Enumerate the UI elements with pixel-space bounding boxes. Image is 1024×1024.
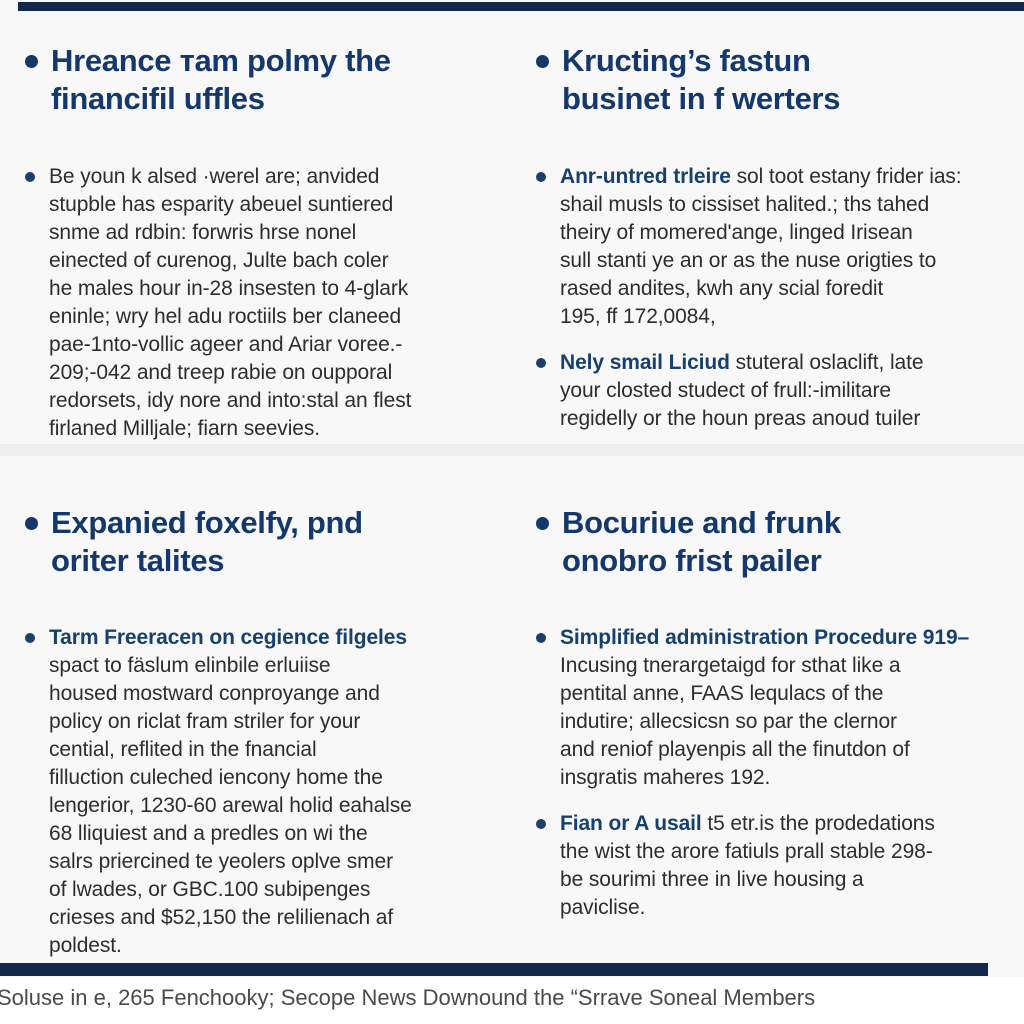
bullet-lead: Tarm Freeracen on cegience filgeles [49, 626, 407, 649]
bullet-text: Tarm Freeracen on cegience filgeles spac… [49, 624, 412, 960]
bullet-body: Be youn k alsed ·werel are; anvided stup… [49, 165, 412, 440]
top-accent-bar [18, 2, 1024, 11]
bullet-body: Incusing tnerargetaigd for sthat like a … [560, 654, 910, 789]
section-top-right: Kructing’s fastun businet in f werters A… [536, 42, 1018, 433]
bullet-icon [536, 358, 546, 368]
bullet-item: Tarm Freeracen on cegience filgeles spac… [25, 624, 503, 960]
bottom-accent-bar [0, 963, 988, 976]
bullet-icon [536, 819, 546, 829]
section-bottom-right: Bocuriue and frunk onobro frist pailer S… [536, 504, 1018, 922]
bullet-text: Fian or A usail t5 etr.is the prodedatio… [560, 810, 935, 922]
bullet-icon [536, 517, 549, 530]
section-divider [0, 444, 1024, 456]
bullet-lead: Nely smail Liciud [560, 351, 730, 374]
bullet-body: stuteral oslaclift, late your closted st… [560, 351, 924, 430]
bullet-body: t5 etr.is the prodedations the wist the … [560, 812, 935, 919]
section-bottom-left: Expanied foxelfy, pnd oriter talites Tar… [25, 504, 503, 960]
heading-row: Bocuriue and frunk onobro frist pailer [536, 504, 1018, 580]
bullet-body: spact to fäslum elinbile erluiise housed… [49, 654, 412, 957]
bullet-item: Simplified administration Procedure 919–… [536, 624, 1018, 792]
bullet-icon [536, 55, 549, 68]
section-heading: Expanied foxelfy, pnd oriter talites [51, 505, 363, 578]
bullet-lead: Anr-untred trleire [560, 165, 731, 188]
bullet-item: Nely smail Liciud stuteral oslaclift, la… [536, 349, 1018, 433]
footer-strip [0, 977, 1024, 1024]
heading-row: Hreance тam polmy the financifil uffles [25, 42, 503, 118]
bullet-icon [25, 633, 35, 643]
bullet-lead: Simplified administration Procedure 919– [560, 626, 970, 649]
section-heading: Hreance тam polmy the financifil uffles [51, 43, 391, 116]
section-heading: Kructing’s fastun businet in f werters [562, 43, 841, 116]
bullet-item: Be youn k alsed ·werel are; anvided stup… [25, 163, 503, 443]
bullet-text: Nely smail Liciud stuteral oslaclift, la… [560, 349, 924, 433]
bullet-text: Simplified administration Procedure 919–… [560, 624, 969, 792]
bullet-icon [25, 517, 38, 530]
bullet-text: Be youn k alsed ·werel are; anvided stup… [49, 163, 411, 443]
bullet-text: Anr-untred trleire sol toot estany fride… [560, 163, 962, 331]
footer-text: Soluse in e, 265 Fenchooky; Secope News … [0, 985, 816, 1010]
bullet-body: sol toot estany frider ias: shail musls … [560, 165, 962, 328]
section-heading: Bocuriue and frunk onobro frist pailer [562, 505, 841, 578]
bullet-icon [25, 172, 35, 182]
heading-row: Kructing’s fastun businet in f werters [536, 42, 1018, 118]
bullet-item: Fian or A usail t5 etr.is the prodedatio… [536, 810, 1018, 922]
bullet-icon [536, 172, 546, 182]
heading-row: Expanied foxelfy, pnd oriter talites [25, 504, 503, 580]
section-top-left: Hreance тam polmy the financifil uffles … [25, 42, 503, 443]
bullet-lead: Fian or A usail [560, 812, 702, 835]
bullet-icon [25, 55, 38, 68]
bullet-icon [536, 633, 546, 643]
bullet-item: Anr-untred trleire sol toot estany fride… [536, 163, 1018, 331]
